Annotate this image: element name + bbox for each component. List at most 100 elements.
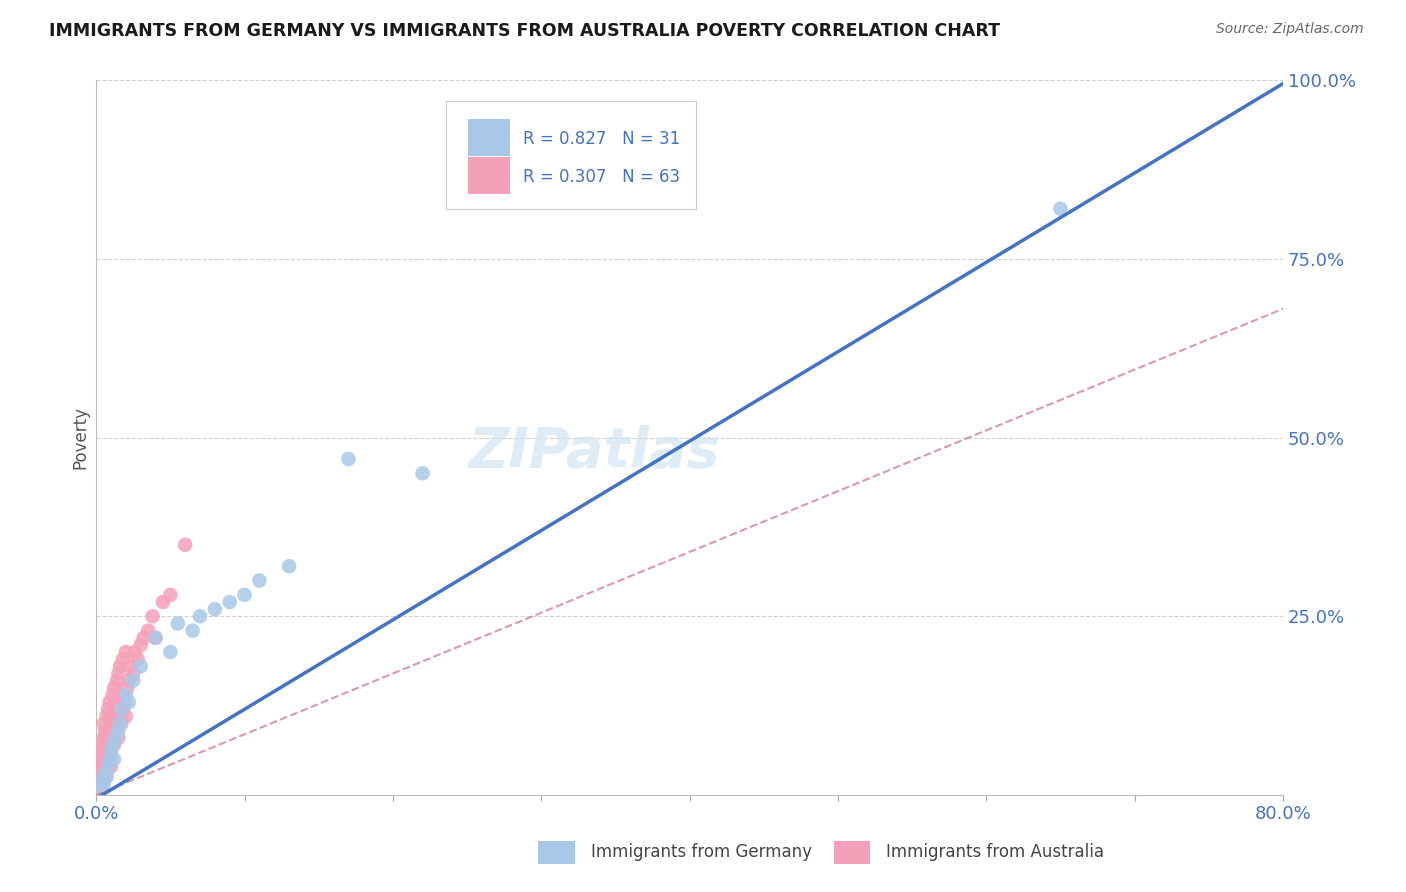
- Point: [100, 759, 122, 773]
- Point: [111, 702, 134, 716]
- Point: [105, 716, 128, 731]
- Point: [94, 738, 117, 752]
- Point: [97, 752, 120, 766]
- Point: [124, 645, 146, 659]
- Point: [108, 659, 131, 673]
- Point: [110, 688, 132, 702]
- Point: [98, 745, 121, 759]
- Point: [278, 559, 301, 574]
- Point: [103, 716, 125, 731]
- Point: [96, 709, 118, 723]
- Point: [105, 673, 128, 688]
- Point: [90, 773, 112, 788]
- Point: [90, 780, 112, 795]
- Point: [115, 688, 138, 702]
- Point: [93, 752, 115, 766]
- Point: [90, 738, 112, 752]
- Point: [166, 616, 188, 631]
- Point: [97, 702, 120, 716]
- Point: [412, 467, 434, 481]
- Point: [1049, 202, 1071, 216]
- Point: [129, 638, 152, 652]
- Point: [181, 624, 204, 638]
- Point: [96, 745, 118, 759]
- Point: [104, 731, 127, 745]
- Point: [89, 780, 111, 795]
- Point: [91, 766, 114, 780]
- Point: [91, 745, 114, 759]
- Point: [247, 574, 270, 588]
- Point: [122, 666, 145, 681]
- Point: [117, 681, 139, 695]
- Point: [145, 631, 167, 645]
- Point: [90, 759, 112, 773]
- Point: [145, 631, 167, 645]
- Point: [96, 770, 118, 784]
- Point: [98, 723, 121, 738]
- Text: Immigrants from Germany: Immigrants from Germany: [591, 843, 811, 861]
- Point: [120, 659, 142, 673]
- Point: [103, 738, 125, 752]
- Point: [104, 695, 127, 709]
- Point: [96, 731, 118, 745]
- Point: [127, 652, 149, 666]
- FancyBboxPatch shape: [468, 120, 510, 156]
- Point: [94, 766, 117, 780]
- Text: R = 0.827   N = 31: R = 0.827 N = 31: [523, 129, 681, 147]
- Text: R = 0.307   N = 63: R = 0.307 N = 63: [523, 168, 681, 186]
- Point: [101, 731, 124, 745]
- Point: [132, 631, 155, 645]
- Point: [107, 723, 129, 738]
- Text: Immigrants from Australia: Immigrants from Australia: [886, 843, 1104, 861]
- Point: [91, 773, 114, 788]
- Point: [93, 731, 115, 745]
- Point: [101, 738, 124, 752]
- Point: [94, 759, 117, 773]
- Point: [93, 716, 115, 731]
- Point: [159, 588, 181, 602]
- Point: [107, 731, 129, 745]
- Point: [108, 709, 131, 723]
- Text: Source: ZipAtlas.com: Source: ZipAtlas.com: [1216, 22, 1364, 37]
- Point: [86, 766, 108, 780]
- Point: [93, 773, 115, 788]
- Point: [233, 588, 256, 602]
- Y-axis label: Poverty: Poverty: [72, 406, 89, 469]
- Point: [118, 673, 141, 688]
- Point: [100, 738, 122, 752]
- Point: [107, 702, 129, 716]
- Point: [89, 752, 111, 766]
- Point: [103, 752, 125, 766]
- Point: [104, 723, 127, 738]
- Point: [94, 723, 117, 738]
- Point: [115, 709, 138, 723]
- Point: [204, 602, 226, 616]
- Point: [98, 695, 121, 709]
- Point: [174, 538, 197, 552]
- Point: [97, 731, 120, 745]
- Point: [136, 624, 159, 638]
- FancyBboxPatch shape: [446, 102, 696, 209]
- Point: [100, 709, 122, 723]
- Point: [337, 452, 360, 467]
- Point: [100, 745, 122, 759]
- Text: IMMIGRANTS FROM GERMANY VS IMMIGRANTS FROM AUSTRALIA POVERTY CORRELATION CHART: IMMIGRANTS FROM GERMANY VS IMMIGRANTS FR…: [49, 22, 1000, 40]
- Point: [93, 777, 115, 791]
- Point: [118, 695, 141, 709]
- Point: [97, 759, 120, 773]
- Point: [115, 645, 138, 659]
- Point: [188, 609, 211, 624]
- Point: [110, 716, 132, 731]
- Point: [101, 688, 124, 702]
- Point: [111, 652, 134, 666]
- Point: [108, 716, 131, 731]
- Point: [96, 766, 118, 780]
- Point: [98, 752, 121, 766]
- Point: [112, 695, 135, 709]
- Point: [129, 659, 152, 673]
- Point: [107, 666, 129, 681]
- Point: [122, 673, 145, 688]
- Point: [142, 609, 165, 624]
- Point: [110, 702, 132, 716]
- FancyBboxPatch shape: [468, 157, 510, 194]
